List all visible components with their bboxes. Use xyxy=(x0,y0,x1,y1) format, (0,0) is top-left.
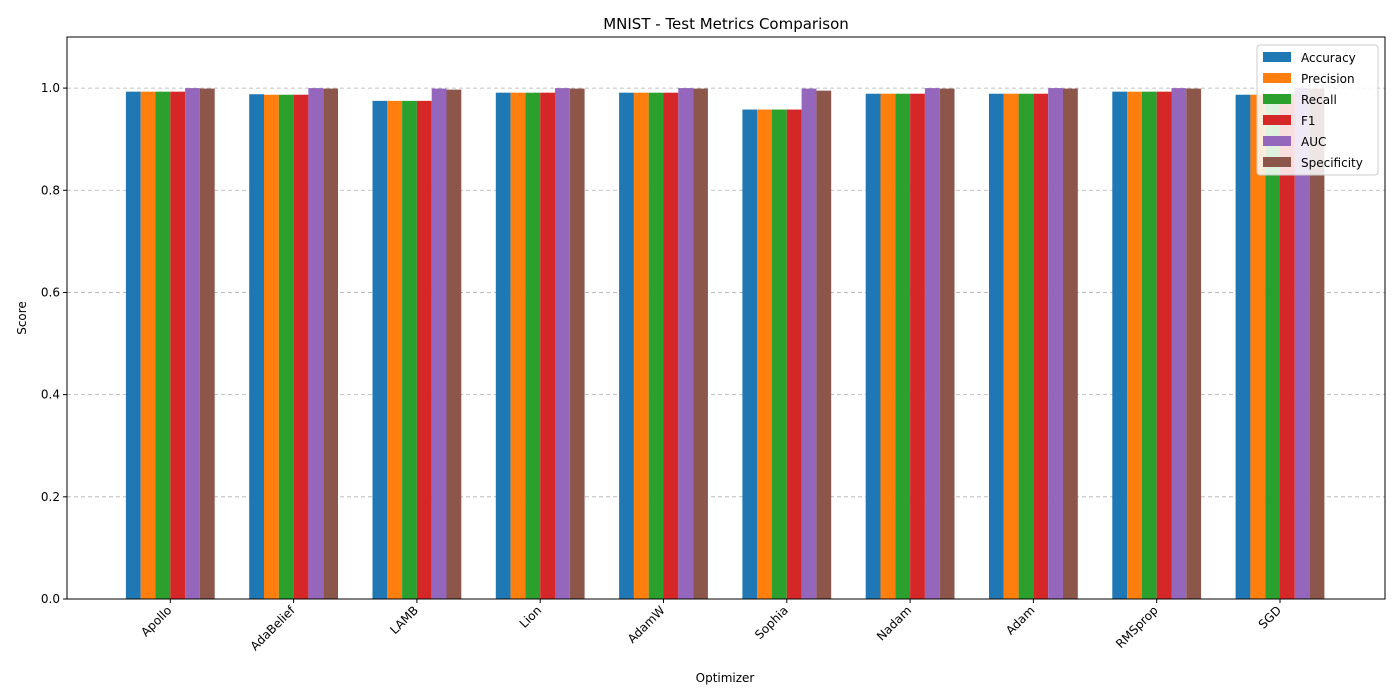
bar-f1-sgd xyxy=(1280,94,1295,599)
bar-accuracy-lamb xyxy=(372,100,388,599)
legend-swatch-f1 xyxy=(1263,115,1291,125)
bar-accuracy-lion xyxy=(495,92,511,600)
legend-swatch-auc xyxy=(1263,136,1291,146)
bar-specificity-apollo xyxy=(199,88,215,600)
x-tick-label: Nadam xyxy=(874,603,914,643)
bar-precision-lion xyxy=(510,92,526,600)
bar-auc-lamb xyxy=(431,88,447,600)
bar-auc-sophia xyxy=(801,88,817,600)
x-tick-label: Adam xyxy=(1003,603,1037,637)
bar-precision-rmsprop xyxy=(1127,91,1142,600)
bar-recall-nadam xyxy=(895,93,911,599)
bar-recall-adamw xyxy=(648,92,664,600)
x-tick-label: SGD xyxy=(1256,603,1284,631)
x-tick-label: AdaBelief xyxy=(248,603,299,654)
bar-auc-adabelief xyxy=(308,88,324,599)
x-tick-label: Lion xyxy=(517,603,545,631)
bar-auc-adamw xyxy=(678,88,694,599)
y-tick-label: 0.8 xyxy=(41,183,60,197)
x-tick-label: Sophia xyxy=(752,603,791,642)
bar-f1-apollo xyxy=(170,91,186,600)
bar-f1-nadam xyxy=(910,93,925,599)
legend-swatch-precision xyxy=(1263,73,1291,83)
legend-label-recall: Recall xyxy=(1301,93,1337,107)
plot-frame xyxy=(66,36,1386,600)
legend-label-f1: F1 xyxy=(1301,114,1316,128)
bar-accuracy-adam xyxy=(989,93,1004,599)
bar-auc-sgd xyxy=(1294,88,1310,599)
bar-accuracy-nadam xyxy=(865,93,881,599)
bar-specificity-sophia xyxy=(816,90,832,600)
bar-precision-sophia xyxy=(757,109,772,600)
bar-recall-apollo xyxy=(155,91,171,600)
legend-swatch-accuracy xyxy=(1263,52,1291,62)
y-axis: 0.0 0.2 0.4 0.6 0.8 1.0 xyxy=(41,81,67,606)
bar-auc-apollo xyxy=(185,88,200,599)
bar-specificity-adamw xyxy=(693,88,708,600)
legend-label-precision: Precision xyxy=(1301,72,1355,86)
legend: Accuracy Precision Recall F1 AUC Specificity xyxy=(1256,44,1379,176)
bar-precision-adabelief xyxy=(264,94,279,599)
bar-recall-sgd xyxy=(1265,94,1280,599)
legend-label-accuracy: Accuracy xyxy=(1301,51,1356,65)
x-tick-label: RMSprop xyxy=(1113,603,1161,651)
bar-f1-lamb xyxy=(416,100,432,599)
legend-swatch-recall xyxy=(1263,94,1291,104)
x-axis-label: Optimizer xyxy=(696,671,755,685)
bar-recall-lamb xyxy=(402,100,417,599)
bar-accuracy-rmsprop xyxy=(1112,91,1128,600)
bar-f1-adabelief xyxy=(293,94,309,599)
y-tick-label: 0.0 xyxy=(41,592,60,606)
bar-precision-adamw xyxy=(633,92,649,600)
bar-specificity-nadam xyxy=(939,88,955,600)
x-tick-label: AdamW xyxy=(625,603,668,646)
bar-auc-rmsprop xyxy=(1171,88,1187,599)
chart-title: MNIST - Test Metrics Comparison xyxy=(603,15,849,33)
bar-specificity-adabelief xyxy=(323,88,338,600)
y-axis-label: Score xyxy=(15,301,29,335)
bar-specificity-rmsprop xyxy=(1186,88,1202,600)
bar-auc-adam xyxy=(1048,88,1063,599)
bar-precision-lamb xyxy=(387,100,403,599)
bar-specificity-sgd xyxy=(1309,88,1325,600)
bar-accuracy-adamw xyxy=(619,92,634,600)
bar-recall-lion xyxy=(525,92,541,600)
bar-precision-apollo xyxy=(140,91,156,600)
bar-recall-rmsprop xyxy=(1141,91,1157,600)
bar-f1-adam xyxy=(1033,93,1049,599)
bar-recall-adam xyxy=(1018,93,1034,599)
legend-label-specificity: Specificity xyxy=(1301,156,1363,170)
bar-recall-adabelief xyxy=(278,94,294,599)
bar-specificity-adam xyxy=(1063,88,1078,600)
legend-swatch-specificity xyxy=(1263,157,1291,167)
bar-precision-adam xyxy=(1003,93,1019,599)
bar-f1-rmsprop xyxy=(1156,91,1172,600)
bar-accuracy-sophia xyxy=(742,109,758,600)
x-tick-label: LAMB xyxy=(387,603,421,637)
bar-accuracy-adabelief xyxy=(249,94,264,600)
x-axis: Apollo AdaBelief LAMB Lion AdamW Sophia Nadam A… xyxy=(138,599,1284,653)
y-tick-label: 0.6 xyxy=(41,285,60,299)
bar-auc-nadam xyxy=(924,88,940,599)
bar-precision-nadam xyxy=(880,93,896,599)
y-tick-label: 0.2 xyxy=(41,490,60,504)
y-tick-label: 0.4 xyxy=(41,388,60,402)
bar-specificity-lion xyxy=(569,88,585,600)
bar-specificity-lamb xyxy=(446,89,462,600)
y-tick-label: 1.0 xyxy=(41,81,60,95)
bars-group xyxy=(125,88,1325,600)
legend-label-auc: AUC xyxy=(1301,135,1326,149)
bar-auc-lion xyxy=(555,88,570,599)
bar-f1-sophia xyxy=(786,109,802,600)
bar-f1-adamw xyxy=(663,92,679,600)
bar-accuracy-apollo xyxy=(125,91,141,600)
bar-recall-sophia xyxy=(772,109,787,600)
x-tick-label: Apollo xyxy=(138,603,174,639)
bar-precision-sgd xyxy=(1250,94,1266,599)
bar-f1-lion xyxy=(540,92,555,600)
bar-accuracy-sgd xyxy=(1235,94,1251,599)
